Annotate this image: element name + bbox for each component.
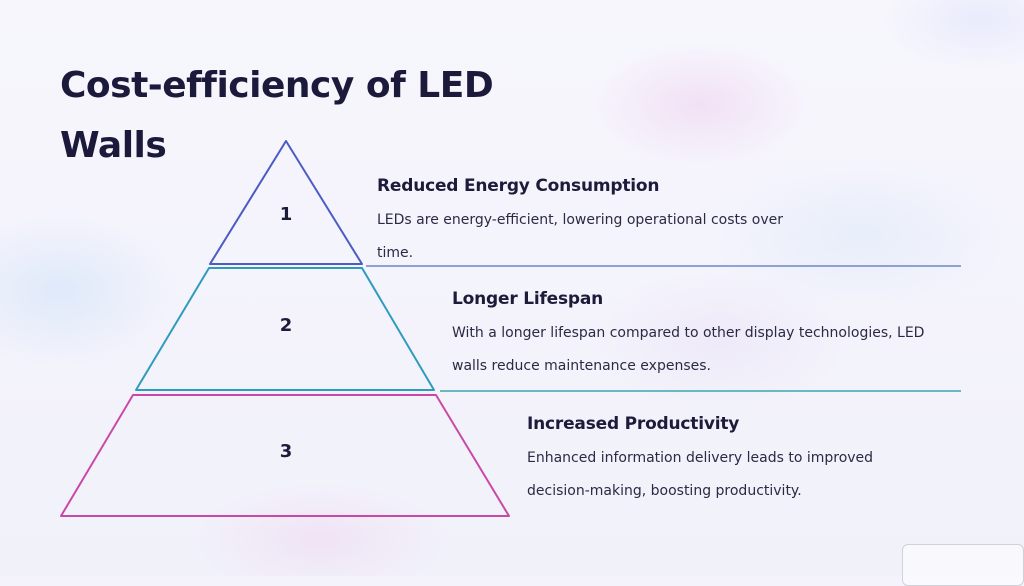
tier-description-1: Reduced Energy Consumption LEDs are ener… <box>377 174 967 270</box>
corner-widget[interactable] <box>902 544 1024 586</box>
pyramid-tier-1 <box>209 140 363 265</box>
tier-description-2: Longer Lifespan With a longer lifespan c… <box>452 287 972 383</box>
tier-number-3: 3 <box>279 441 293 462</box>
pyramid-tier-2 <box>135 267 435 391</box>
tier-description-3: Increased Productivity Enhanced informat… <box>527 412 977 508</box>
tier-number-2: 2 <box>279 315 293 336</box>
tier-heading: Longer Lifespan <box>452 289 604 309</box>
tier-body: With a longer lifespan compared to other… <box>452 325 925 374</box>
tier-number-1: 1 <box>279 204 293 225</box>
pyramid-tier-3 <box>60 394 510 517</box>
slide-title: Cost-efficiency of LED Walls <box>60 65 494 166</box>
tier-body: Enhanced information delivery leads to i… <box>527 450 874 499</box>
tier-body: LEDs are energy-efficient, lowering oper… <box>377 212 783 261</box>
tier-heading: Reduced Energy Consumption <box>377 176 660 196</box>
tier-heading: Increased Productivity <box>527 414 740 434</box>
